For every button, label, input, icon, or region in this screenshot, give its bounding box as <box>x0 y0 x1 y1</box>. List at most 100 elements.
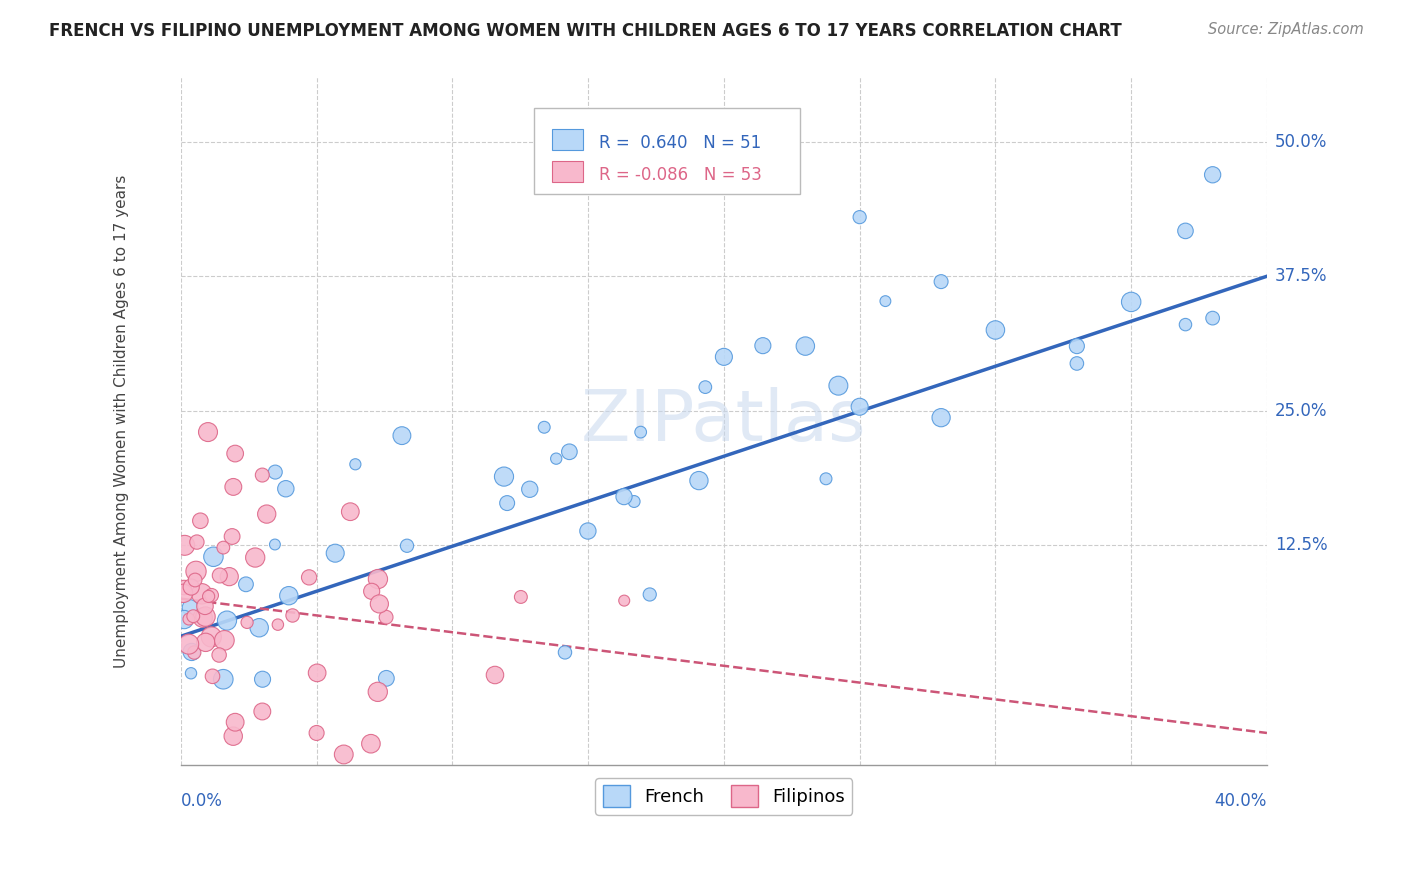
Text: 0.0%: 0.0% <box>181 792 222 810</box>
Bar <box>553 161 582 182</box>
Point <box>194 599 217 614</box>
Point <box>218 569 240 583</box>
Point <box>1066 339 1088 353</box>
Point <box>221 529 243 543</box>
Point <box>224 446 246 460</box>
Point <box>1121 294 1143 309</box>
Point <box>264 537 287 551</box>
Point <box>576 524 599 538</box>
Point <box>875 294 897 309</box>
Point <box>183 646 205 660</box>
Point <box>222 480 245 494</box>
Text: R =  0.640   N = 51: R = 0.640 N = 51 <box>599 135 761 153</box>
Point <box>307 665 329 680</box>
Point <box>332 747 354 762</box>
Point <box>215 614 238 628</box>
Text: FRENCH VS FILIPINO UNEMPLOYMENT AMONG WOMEN WITH CHILDREN AGES 6 TO 17 YEARS COR: FRENCH VS FILIPINO UNEMPLOYMENT AMONG WO… <box>49 22 1122 40</box>
Point <box>827 378 849 392</box>
Point <box>222 729 245 743</box>
Text: R = -0.086   N = 53: R = -0.086 N = 53 <box>599 166 762 184</box>
Point <box>202 549 225 564</box>
Point <box>224 715 246 730</box>
Point <box>186 535 208 549</box>
Point <box>360 737 382 751</box>
Point <box>554 645 576 659</box>
Text: Source: ZipAtlas.com: Source: ZipAtlas.com <box>1208 22 1364 37</box>
Point <box>267 617 290 632</box>
Point <box>173 538 195 552</box>
Text: Unemployment Among Women with Children Ages 6 to 17 years: Unemployment Among Women with Children A… <box>114 175 128 668</box>
Bar <box>553 129 582 150</box>
Point <box>173 613 195 627</box>
Point <box>252 672 274 686</box>
Point <box>177 637 200 651</box>
Point <box>179 600 201 615</box>
FancyBboxPatch shape <box>534 109 800 194</box>
Point <box>344 457 367 471</box>
Point <box>277 589 299 603</box>
Point <box>695 380 717 394</box>
Point <box>194 635 217 649</box>
Point <box>713 350 735 364</box>
Point <box>194 609 217 624</box>
Point <box>623 494 645 508</box>
Point <box>509 590 531 604</box>
Point <box>558 444 581 458</box>
Point <box>200 630 222 644</box>
Point <box>613 593 636 607</box>
Point <box>984 323 1007 337</box>
Point <box>173 581 195 595</box>
Point <box>848 210 870 224</box>
Point <box>367 572 389 586</box>
Point <box>375 671 398 685</box>
Point <box>184 573 207 587</box>
Point <box>197 425 219 439</box>
Text: ZIPatlas: ZIPatlas <box>581 387 866 456</box>
Point <box>492 469 515 483</box>
Point <box>395 539 418 553</box>
Point <box>1201 311 1223 326</box>
Point <box>197 590 219 604</box>
Point <box>208 648 231 662</box>
Point <box>180 580 202 594</box>
Point <box>360 584 382 599</box>
Point <box>1174 318 1197 332</box>
Text: 37.5%: 37.5% <box>1275 268 1327 285</box>
Point <box>323 546 346 560</box>
Text: 40.0%: 40.0% <box>1215 792 1267 810</box>
Point <box>201 588 224 602</box>
Point <box>190 514 212 528</box>
Point <box>484 668 506 682</box>
Point <box>848 400 870 414</box>
Point <box>173 586 195 600</box>
Legend: French, Filipinos: French, Filipinos <box>595 778 852 814</box>
Point <box>236 615 259 630</box>
Point <box>1201 168 1223 182</box>
Point <box>212 672 235 686</box>
Text: 50.0%: 50.0% <box>1275 133 1327 151</box>
Point <box>208 568 231 582</box>
Point <box>391 428 413 442</box>
Point <box>814 472 837 486</box>
Point <box>496 496 519 510</box>
Point <box>191 610 214 624</box>
Point <box>252 705 274 719</box>
Point <box>214 633 236 648</box>
Point <box>252 468 274 483</box>
Point <box>256 507 278 521</box>
Point <box>533 420 555 434</box>
Point <box>688 474 710 488</box>
Point <box>546 451 568 466</box>
Text: 12.5%: 12.5% <box>1275 536 1327 554</box>
Point <box>519 483 541 497</box>
Point <box>305 726 328 740</box>
Point <box>264 465 287 479</box>
Point <box>235 577 257 591</box>
Point <box>247 621 270 635</box>
Point <box>181 609 204 624</box>
Point <box>1174 224 1197 238</box>
Point <box>180 666 202 681</box>
Point <box>638 587 661 601</box>
Point <box>190 587 212 601</box>
Point <box>375 610 398 624</box>
